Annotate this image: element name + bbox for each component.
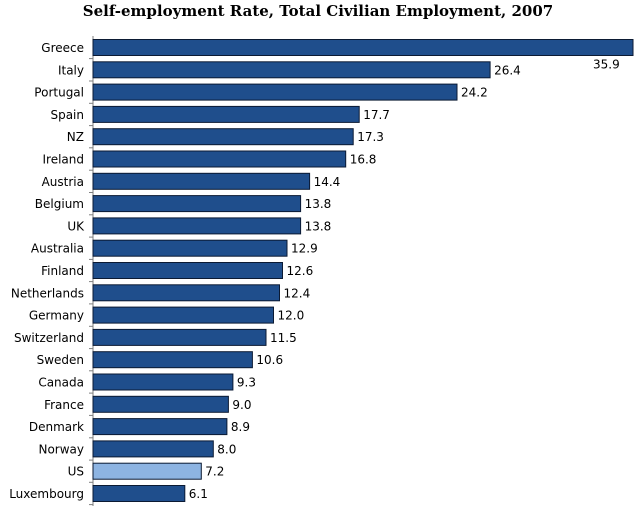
bar-greece (92, 39, 634, 56)
bar-germany (92, 306, 274, 324)
value-label: 35.9 (593, 58, 620, 72)
value-label: 17.3 (357, 130, 384, 144)
bar-denmark (92, 418, 228, 436)
category-label: Belgium (35, 197, 84, 211)
value-label: 26.4 (494, 63, 521, 77)
bar-canada (92, 373, 234, 391)
bar-us (92, 462, 202, 480)
category-label: UK (67, 219, 85, 233)
category-label: Luxembourg (9, 487, 84, 501)
bar-portugal (92, 83, 458, 101)
bar-luxembourg (92, 485, 186, 502)
value-label: 12.6 (287, 264, 314, 278)
value-label: 14.4 (314, 175, 341, 189)
category-label: Spain (50, 108, 84, 122)
value-label: 9.3 (237, 376, 256, 390)
value-label: 8.9 (231, 420, 250, 434)
bar-netherlands (92, 284, 280, 302)
bar-ireland (92, 150, 347, 168)
value-label: 16.8 (350, 153, 377, 167)
value-label: 11.5 (270, 331, 297, 345)
chart-title: Self-employment Rate, Total Civilian Emp… (82, 2, 554, 20)
value-labels: 35.9 26.4 24.2 17.7 17.3 16.8 14.4 13.8 13.8 12.9… (189, 56, 629, 501)
bar-switzerland (92, 328, 267, 346)
category-label: Norway (38, 442, 84, 456)
value-label: 24.2 (461, 86, 488, 100)
category-label: Netherlands (11, 286, 84, 300)
category-label: US (68, 465, 84, 479)
value-label: 9.0 (232, 398, 251, 412)
category-label: Sweden (37, 353, 84, 367)
bar-finland (92, 262, 283, 279)
category-label: Portugal (34, 86, 84, 100)
bar-uk (92, 217, 302, 235)
category-label: Greece (41, 41, 84, 55)
category-label: Germany (29, 309, 84, 323)
value-label: 13.8 (305, 219, 332, 233)
value-label: 12.0 (278, 309, 305, 323)
value-label: 8.0 (217, 442, 236, 456)
category-label: Finland (41, 264, 84, 278)
value-label: 7.2 (205, 465, 224, 479)
value-label: 12.9 (291, 242, 318, 256)
category-label: France (44, 398, 84, 412)
bar-italy (92, 61, 491, 79)
axis-layer (89, 36, 94, 506)
category-label: Australia (31, 242, 84, 256)
category-label: Switzerland (14, 331, 84, 345)
bar-france (92, 395, 229, 413)
category-label: Austria (42, 175, 84, 189)
category-label: NZ (67, 130, 84, 144)
value-label: 10.6 (256, 353, 283, 367)
bar-spain (92, 105, 360, 123)
value-label: 17.7 (363, 108, 390, 122)
category-label: Denmark (29, 420, 84, 434)
value-label-background (589, 56, 629, 71)
bar-belgium (92, 195, 302, 213)
category-label: Ireland (42, 153, 84, 167)
bar-austria (92, 172, 311, 190)
value-label: 13.8 (305, 197, 332, 211)
category-label: Italy (58, 63, 84, 77)
category-labels: Greece Italy Portugal Spain NZ Ireland Austria… (9, 41, 85, 501)
bars-layer (92, 39, 634, 502)
value-label: 6.1 (189, 487, 208, 501)
bar-sweden (92, 351, 253, 369)
value-label: 12.4 (284, 286, 311, 300)
bar-australia (92, 239, 288, 257)
bar-nz (92, 128, 354, 146)
bar-norway (92, 440, 214, 458)
category-label: Canada (38, 376, 84, 390)
